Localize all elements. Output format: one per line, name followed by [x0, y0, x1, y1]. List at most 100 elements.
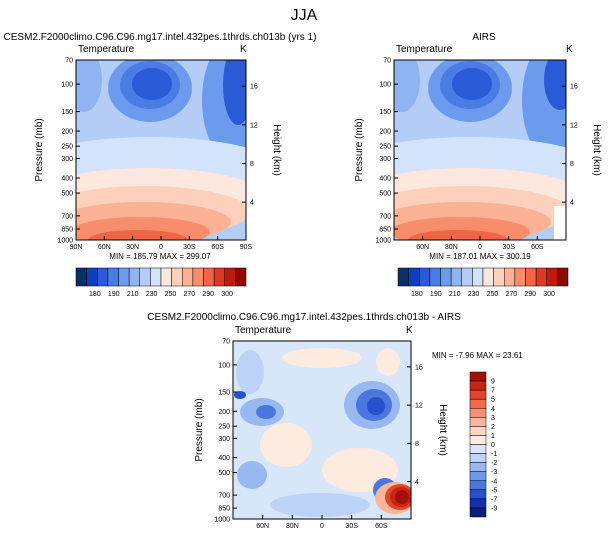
y-tick-label: 200 [61, 129, 73, 136]
colorbar-label: 190 [108, 291, 120, 298]
y-tick-label: 700 [218, 493, 230, 500]
colorbar-box [139, 267, 151, 287]
panel-diff: CESM2.F2000climo.C96.C96.mg17.intel.432p… [147, 312, 523, 530]
colorbar-box [107, 267, 119, 287]
y-tick-label: 400 [379, 175, 391, 182]
x-tick-label: 30S [345, 523, 358, 530]
x-tick-label: 90S [240, 244, 253, 251]
y-tick-label: 700 [379, 213, 391, 220]
y2-axis-title: Height (km) [437, 404, 448, 456]
panel-units-label: K [240, 44, 247, 55]
colorbar-box [469, 498, 487, 509]
y2-tick-label: 12 [415, 403, 423, 410]
colorbar-box [546, 267, 558, 287]
panel-left-label: Temperature [396, 44, 453, 55]
colorbar-box [235, 267, 247, 287]
colorbar-label: 290 [202, 291, 214, 298]
y-tick-label: 500 [218, 470, 230, 477]
colorbar-label: -7 [491, 496, 497, 503]
colorbar-label: 230 [468, 291, 480, 298]
colorbar-box [469, 398, 487, 409]
heatmap-field [76, 60, 246, 240]
y-tick-label: 1000 [375, 238, 391, 245]
y-tick-label: 850 [61, 226, 73, 233]
colorbar-box [472, 267, 484, 287]
axes-ticks: 70 100 150 200 250 300 400 500 700 850 1000 16 12 8 4 6… [214, 339, 422, 531]
colorbar-label: -2 [491, 460, 497, 467]
y-tick-label: 100 [218, 362, 230, 369]
y-tick-label: 300 [61, 156, 73, 163]
colorbar: 9 7 5 4 3 2 1 0 -1 -2 -3 -4 -5 -7 -9 [469, 371, 497, 518]
x-tick-label: 60N [98, 244, 111, 251]
colorbar-label: 2 [491, 424, 495, 431]
colorbar-label: 7 [491, 388, 495, 395]
colorbar-label: 300 [543, 291, 555, 298]
colorbar-box [224, 267, 236, 287]
colorbar-box [86, 267, 98, 287]
y-axis-title: Pressure (mb) [34, 118, 45, 181]
y2-tick-label: 16 [570, 84, 578, 91]
colorbar-box [469, 507, 487, 518]
y-tick-label: 150 [379, 109, 391, 116]
colorbar-label: 210 [449, 291, 461, 298]
panel-units-label: K [566, 44, 573, 55]
figure-title: JJA [291, 7, 318, 24]
x-tick-label: 60S [211, 244, 224, 251]
panel-units-label: K [406, 325, 413, 336]
colorbar-box [429, 267, 441, 287]
y-tick-label: 100 [61, 82, 73, 89]
y2-tick-label: 8 [250, 161, 254, 168]
panel-title: AIRS [472, 32, 496, 43]
y-tick-label: 400 [61, 175, 73, 182]
y-tick-label: 850 [379, 226, 391, 233]
colorbar-label: 9 [491, 379, 495, 386]
y-tick-label: 300 [379, 156, 391, 163]
y-tick-label: 250 [218, 424, 230, 431]
colorbar-box [118, 267, 130, 287]
colorbar-label: 230 [146, 291, 158, 298]
colorbar-box [557, 267, 569, 287]
colorbar-box [397, 267, 409, 287]
y-tick-label: 1000 [214, 517, 230, 524]
colorbar-box [440, 267, 452, 287]
colorbar-box [408, 267, 420, 287]
colorbar-box [469, 389, 487, 400]
colorbar-box [469, 435, 487, 445]
panel-left-label: Temperature [78, 44, 135, 55]
colorbar: 180 190 210 230 250 270 290 300 [75, 267, 247, 298]
colorbar-box [469, 471, 487, 481]
colorbar-box [461, 267, 473, 287]
x-tick-label: 60S [375, 523, 388, 530]
x-tick-label: 0 [478, 244, 482, 251]
colorbar-label: 300 [221, 291, 233, 298]
panel-obs: AIRS Temperature K Pressure (mb) Height … [354, 32, 602, 298]
stats-text: MIN = -7.96 MAX = 23.61 [432, 351, 523, 360]
x-tick-label: 60N [256, 523, 269, 530]
colorbar-label: 270 [505, 291, 517, 298]
colorbar-box [469, 408, 487, 418]
y2-tick-label: 16 [250, 84, 258, 91]
colorbar-box [150, 267, 162, 287]
stats-text: MIN = 187.01 MAX = 300.19 [429, 252, 531, 261]
axes-ticks: 70 100 150 200 250 300 400 500 700 850 1000 16 12 8 4 6… [375, 58, 577, 252]
y-axis-title: Pressure (mb) [194, 398, 205, 461]
y-tick-label: 70 [65, 58, 73, 65]
colorbar-box [192, 267, 204, 287]
colorbar-box [469, 444, 487, 454]
y-tick-label: 500 [61, 191, 73, 198]
colorbar-box [469, 462, 487, 472]
x-tick-label: 0 [320, 523, 324, 530]
y-axis-title: Pressure (mb) [354, 118, 365, 181]
y-tick-label: 700 [61, 213, 73, 220]
stats-text: MIN = 185.79 MAX = 299.07 [109, 252, 211, 261]
y-tick-label: 300 [218, 436, 230, 443]
colorbar-box [469, 417, 487, 427]
colorbar-box [504, 267, 516, 287]
y2-tick-label: 4 [415, 479, 419, 486]
y-tick-label: 850 [218, 506, 230, 513]
colorbar-box [469, 371, 487, 382]
y2-tick-label: 8 [415, 441, 419, 448]
colorbar-box [160, 267, 172, 287]
y2-tick-label: 4 [570, 200, 574, 207]
